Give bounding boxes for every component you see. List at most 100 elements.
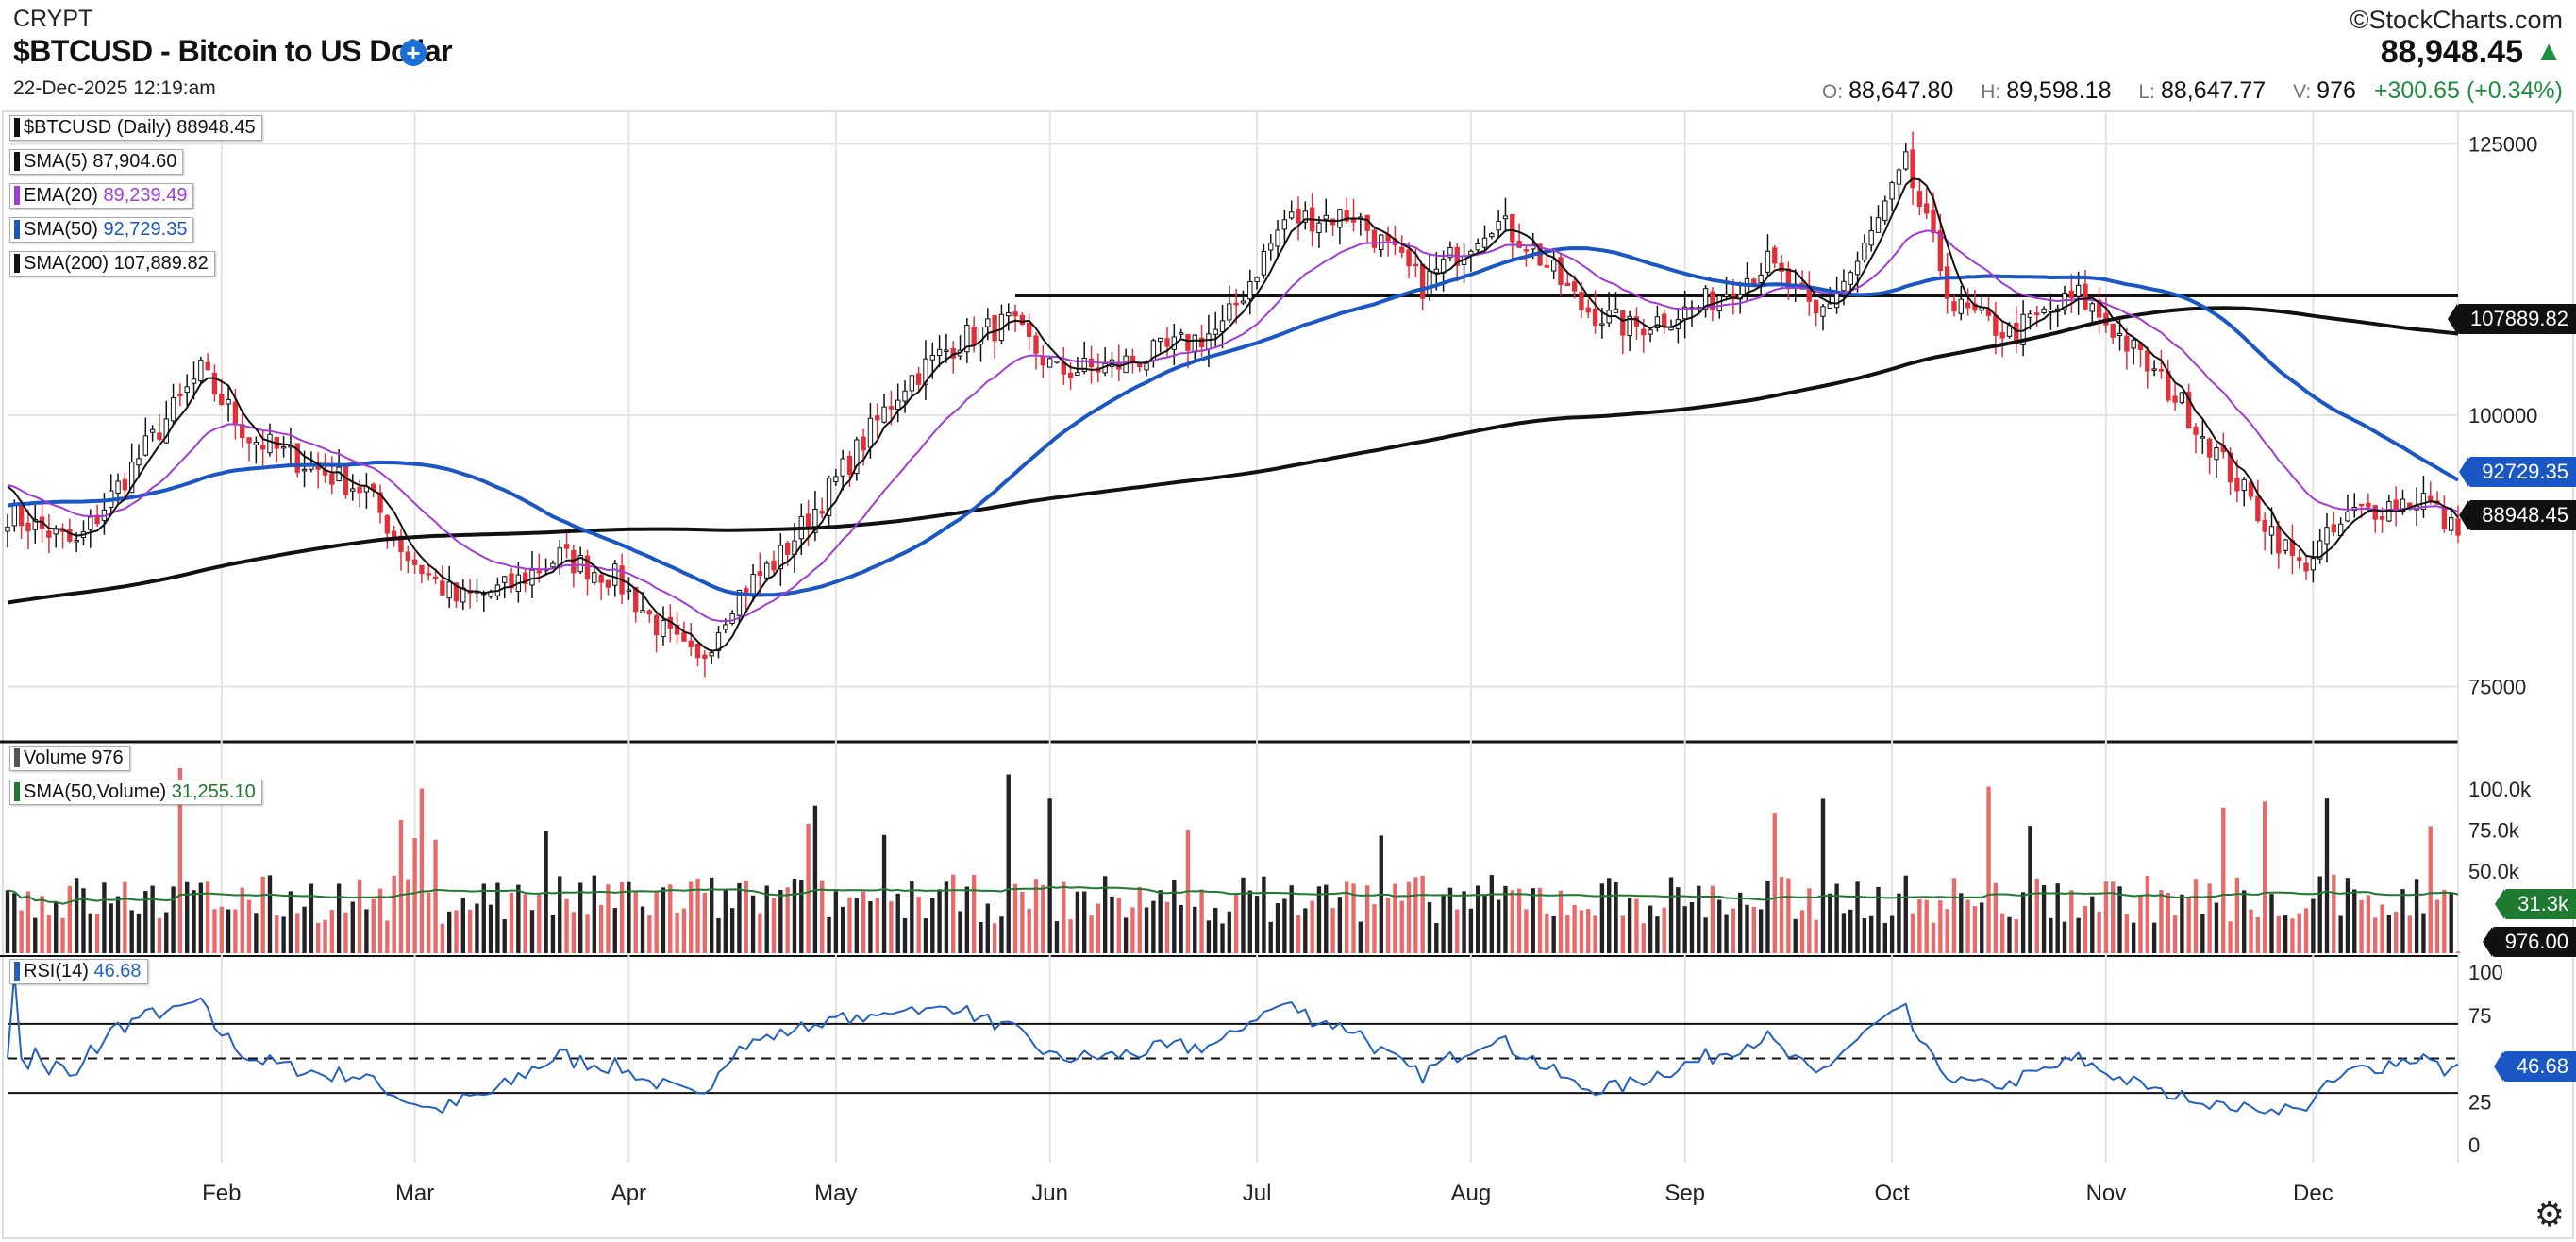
- volume-bar: [1703, 917, 1708, 953]
- volume-bar: [102, 882, 107, 953]
- candle-body: [2172, 395, 2178, 403]
- volume-bar: [854, 898, 859, 953]
- candle-body: [1627, 315, 1632, 337]
- volume-bar: [1337, 897, 1343, 953]
- candle-body: [867, 417, 874, 448]
- volume-bar: [2255, 916, 2261, 953]
- volume-bar: [2014, 919, 2018, 953]
- candle-body: [2448, 517, 2454, 531]
- candle-body: [1178, 332, 1184, 335]
- legend-ema20[interactable]: EMA(20) 89,239.49: [9, 183, 194, 209]
- volume-bar: [1144, 907, 1149, 953]
- volume-bar: [550, 915, 556, 953]
- volume-bar: [2117, 886, 2122, 953]
- candle-body: [1406, 249, 1412, 267]
- volume-bar: [2434, 899, 2440, 953]
- volume-bar: [723, 890, 728, 953]
- x-tick-label: Jun: [1031, 1181, 1068, 1206]
- sma50-line: [7, 246, 2459, 597]
- candle-body: [1833, 293, 1840, 309]
- legend-sma5-value: 87,904.60: [92, 151, 177, 172]
- volume-bar: [1889, 915, 1895, 953]
- volume-bar: [2111, 881, 2116, 953]
- volume-bar: [1607, 878, 1612, 953]
- legend-sma5[interactable]: SMA(5) 87,904.60: [9, 149, 184, 175]
- volume-bar: [1765, 881, 1770, 953]
- candle-body: [1440, 259, 1447, 274]
- volume-bar: [1882, 922, 1888, 953]
- volume-bar: [916, 897, 921, 953]
- candle-body: [902, 390, 908, 402]
- legend-rsi[interactable]: RSI(14) 46.68: [9, 959, 148, 984]
- volume-bar: [1676, 887, 1681, 953]
- candle-body: [833, 476, 839, 483]
- candle-body: [446, 581, 452, 599]
- volume-bar: [1012, 883, 1018, 953]
- volume-bar: [627, 881, 631, 953]
- add-symbol-icon[interactable]: +: [400, 40, 427, 66]
- chart-frame: [2, 110, 2574, 1239]
- legend-volume[interactable]: Volume 976: [9, 746, 130, 771]
- candle-body: [2214, 446, 2219, 461]
- volume-bar: [164, 912, 169, 953]
- candle-body: [944, 349, 949, 353]
- candle-body: [2116, 332, 2123, 337]
- volume-bar: [1848, 909, 1853, 953]
- volume-bar: [157, 917, 162, 953]
- volume-bar: [2007, 916, 2012, 953]
- volume-bar: [1959, 893, 1964, 953]
- volume-bar: [1599, 883, 1605, 953]
- volume-bar: [1241, 877, 1246, 953]
- candle-body: [1758, 275, 1764, 283]
- volume-bar: [1834, 883, 1839, 953]
- volume-bar: [1455, 909, 1460, 953]
- volume-bar: [937, 889, 942, 953]
- x-tick-label: Jul: [1243, 1181, 1272, 1206]
- candle-body: [626, 589, 632, 592]
- candle-body: [681, 632, 687, 642]
- volume-bar: [1779, 877, 1784, 953]
- volume-bar: [2076, 917, 2081, 953]
- volume-bar: [1151, 900, 1156, 953]
- legend-swatch: [14, 782, 20, 801]
- brand-logo[interactable]: ©StockCharts.com: [2350, 6, 2563, 34]
- volume-bar: [2020, 892, 2026, 953]
- candle-body: [1247, 280, 1253, 300]
- volume-bar: [1054, 921, 1060, 953]
- candle-body: [1275, 229, 1280, 247]
- legend-vol-sma[interactable]: SMA(50,Volume) 31,255.10: [9, 780, 262, 805]
- gear-icon[interactable]: ⚙: [2534, 1195, 2565, 1234]
- volume-bar: [875, 898, 879, 953]
- volume-bar: [1786, 878, 1791, 953]
- volume-bar: [60, 917, 65, 953]
- volume-bar: [1130, 907, 1135, 953]
- legend-vol-sma-name: SMA(50,Volume): [24, 781, 167, 802]
- volume-bar: [2234, 877, 2240, 953]
- volume-bar: [951, 874, 956, 953]
- volume-bar: [398, 820, 404, 953]
- volume-tick-label: 75.0k: [2468, 819, 2520, 843]
- volume-bar: [1876, 886, 1881, 953]
- candle-body: [2068, 290, 2075, 299]
- tag-sma50: 92729.35: [2459, 457, 2576, 487]
- candle-body: [2358, 503, 2365, 507]
- volume-bar: [2400, 889, 2405, 953]
- candle-body: [577, 555, 583, 573]
- candle-body: [157, 432, 162, 441]
- candle-body: [384, 515, 391, 534]
- volume-bar: [1745, 904, 1749, 953]
- candle-body: [1081, 358, 1087, 373]
- legend-sma50[interactable]: SMA(50) 92,729.35: [9, 217, 194, 243]
- candle-body: [2441, 506, 2448, 529]
- volume-bar: [827, 916, 831, 953]
- volume-bar: [136, 913, 142, 953]
- volume-bar: [54, 902, 59, 953]
- candle-body: [2096, 299, 2102, 318]
- low-label: L:: [2138, 81, 2155, 103]
- candle-body: [1916, 191, 1923, 208]
- volume-bar: [2442, 889, 2447, 953]
- legend-price[interactable]: $BTCUSD (Daily) 88948.45: [9, 115, 262, 141]
- tag-rsi: 46.68: [2493, 1051, 2576, 1082]
- volume-bar: [1980, 902, 1984, 953]
- legend-sma200[interactable]: SMA(200) 107,889.82: [9, 251, 215, 277]
